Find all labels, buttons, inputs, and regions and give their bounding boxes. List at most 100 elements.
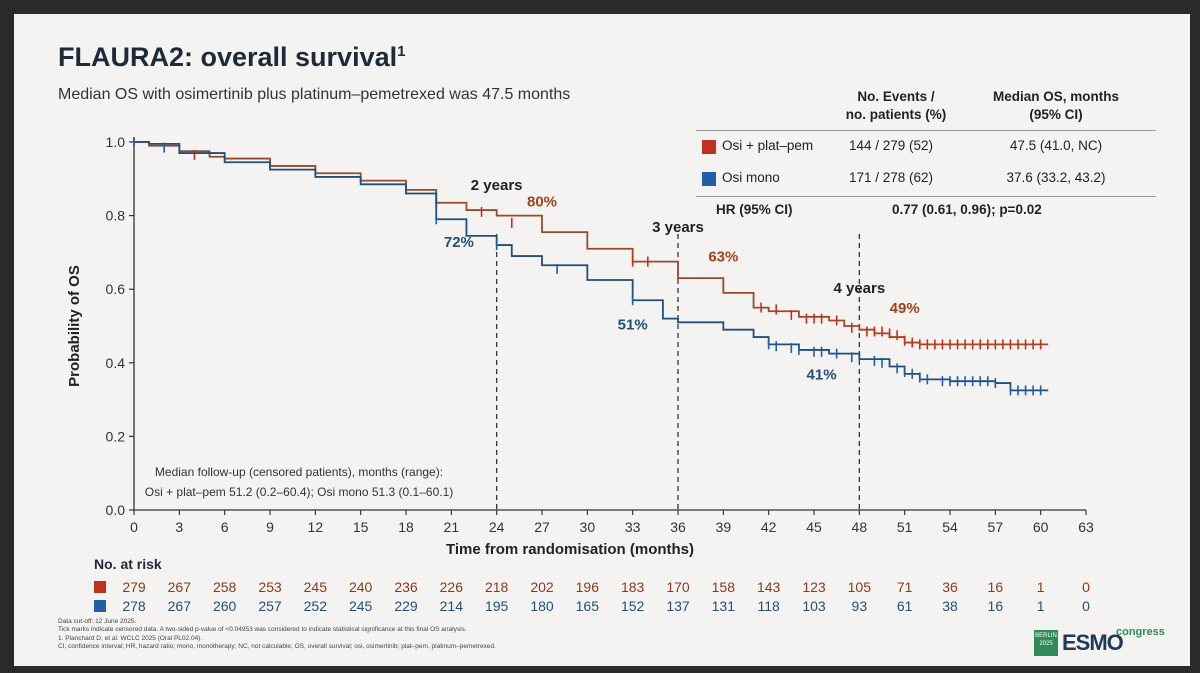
at-risk-value: 143 [757, 579, 781, 595]
slide-subtitle: Median OS with osimertinib plus platinum… [58, 86, 571, 103]
at-risk-value: 229 [394, 598, 418, 614]
landmark-label: 4 years [833, 280, 885, 297]
osi-plat-swatch [702, 140, 716, 154]
footnote-4: CI, confidence interval; HR, hazard rati… [58, 643, 496, 651]
x-tick-label: 15 [353, 519, 369, 535]
at-risk-value: 253 [258, 579, 282, 595]
slide: FLAURA2: overall survival1 Median OS wit… [14, 14, 1190, 666]
at-risk-value: 36 [942, 579, 958, 595]
x-tick-label: 45 [806, 519, 822, 535]
at-risk-value: 0 [1082, 579, 1090, 595]
at-risk-value: 240 [349, 579, 373, 595]
esmo-logo: ESMO [1062, 630, 1124, 655]
x-tick-label: 21 [444, 519, 460, 535]
at-risk-value: 131 [712, 598, 736, 614]
congress-badge: BERLIN 2025 [1034, 630, 1058, 656]
osi-mono-landmark-value: 51% [618, 317, 648, 334]
osi-plat-landmark-value: 63% [708, 249, 738, 266]
at-risk-value: 180 [530, 598, 554, 614]
at-risk-value: 1 [1037, 579, 1045, 595]
osi-mono-median: 37.6 (33.2, 43.2) [1006, 170, 1106, 185]
hr-value: 0.77 (0.61, 0.96); p=0.02 [892, 202, 1042, 217]
at-risk-value: 158 [712, 579, 736, 595]
y-tick-label: 0.6 [106, 281, 126, 297]
x-axis-label: Time from randomisation (months) [446, 541, 694, 558]
x-tick-label: 6 [221, 519, 229, 535]
at-risk-value: 195 [485, 598, 509, 614]
at-risk-title: No. at risk [94, 556, 162, 572]
x-tick-label: 12 [308, 519, 324, 535]
at-risk-value: 165 [576, 598, 600, 614]
osi-mono-name: Osi mono [722, 170, 780, 185]
at-risk-value: 245 [304, 579, 328, 595]
median-header-line1: Median OS, months [992, 89, 1119, 104]
footnote-1: Data cut-off: 12 June 2025. [58, 618, 137, 625]
x-tick-label: 48 [852, 519, 868, 535]
at-risk-value: 260 [213, 598, 237, 614]
at-risk-value: 16 [988, 579, 1004, 595]
at-risk-value: 103 [802, 598, 826, 614]
slide-title: FLAURA2: overall survival1 [58, 42, 406, 72]
at-risk-value: 137 [666, 598, 690, 614]
footnotes: Data cut-off: 12 June 2025. Tick marks i… [58, 618, 496, 652]
x-tick-label: 30 [580, 519, 596, 535]
x-tick-label: 39 [716, 519, 732, 535]
at-risk-value: 218 [485, 579, 509, 595]
at-risk-value: 0 [1082, 598, 1090, 614]
at-risk-value: 214 [440, 598, 464, 614]
y-tick-label: 1.0 [106, 134, 126, 150]
x-tick-label: 42 [761, 519, 777, 535]
events-header: No. Events / no. patients (%) [826, 88, 966, 124]
at-risk-value: 1 [1037, 598, 1045, 614]
km-chart: 0.00.20.40.60.81.00 3 6 9 12 15 18 21 24 27 30 33 36… [66, 134, 1094, 614]
x-tick-label: 18 [398, 519, 414, 535]
y-tick-label: 0.0 [106, 502, 126, 518]
legend-row-osi-plat: Osi + plat–pem 144 / 279 (52) 47.5 (41.0… [696, 132, 1156, 162]
legend-row-osi-mono: Osi mono 171 / 278 (62) 37.6 (33.2, 43.2… [696, 164, 1156, 194]
table-divider-bottom [696, 196, 1156, 197]
x-tick-label: 24 [489, 519, 505, 535]
at-risk-value: 252 [304, 598, 328, 614]
at-risk-value: 267 [168, 598, 192, 614]
osi-plat-landmark-value: 80% [527, 193, 557, 210]
table-divider [696, 130, 1156, 131]
followup-note-line1: Median follow-up (censored patients), mo… [155, 465, 443, 479]
at-risk-swatch-osi-plat [94, 581, 106, 593]
x-tick-label: 33 [625, 519, 641, 535]
at-risk-value: 196 [576, 579, 600, 595]
x-tick-label: 63 [1078, 519, 1094, 535]
x-tick-label: 60 [1033, 519, 1049, 535]
at-risk-value: 278 [122, 598, 146, 614]
x-tick-label: 9 [266, 519, 274, 535]
osi-plat-curve [134, 141, 1049, 346]
at-risk-value: 16 [988, 598, 1004, 614]
x-tick-label: 57 [988, 519, 1004, 535]
at-risk-value: 279 [122, 579, 146, 595]
landmark-label: 2 years [471, 177, 523, 194]
osi-mono-landmark-value: 72% [444, 234, 474, 251]
y-tick-label: 0.8 [106, 208, 126, 224]
title-superscript: 1 [397, 43, 406, 60]
median-header-line2: (95% CI) [1029, 107, 1083, 122]
x-tick-label: 27 [534, 519, 550, 535]
osi-mono-events: 171 / 278 (62) [848, 170, 934, 185]
congress-label: congress [1116, 626, 1165, 638]
at-risk-value: 236 [394, 579, 418, 595]
osi-plat-landmark-value: 49% [890, 300, 920, 317]
hr-label: HR (95% CI) [716, 202, 793, 217]
median-header: Median OS, months (95% CI) [981, 88, 1131, 124]
x-tick-label: 3 [175, 519, 183, 535]
at-risk-swatch-osi-mono [94, 600, 106, 612]
at-risk-value: 118 [758, 598, 781, 614]
at-risk-value: 183 [621, 579, 645, 595]
y-tick-label: 0.2 [106, 428, 126, 444]
osi-mono-curve [134, 141, 1049, 392]
x-tick-label: 0 [130, 519, 138, 535]
events-header-line1: No. Events / [857, 89, 935, 104]
osi-plat-events: 144 / 279 (52) [848, 138, 934, 153]
at-risk-value: 258 [213, 579, 237, 595]
at-risk-value: 71 [897, 579, 913, 595]
at-risk-value: 257 [258, 598, 282, 614]
at-risk-value: 226 [440, 579, 464, 595]
osi-mono-swatch [702, 172, 716, 186]
